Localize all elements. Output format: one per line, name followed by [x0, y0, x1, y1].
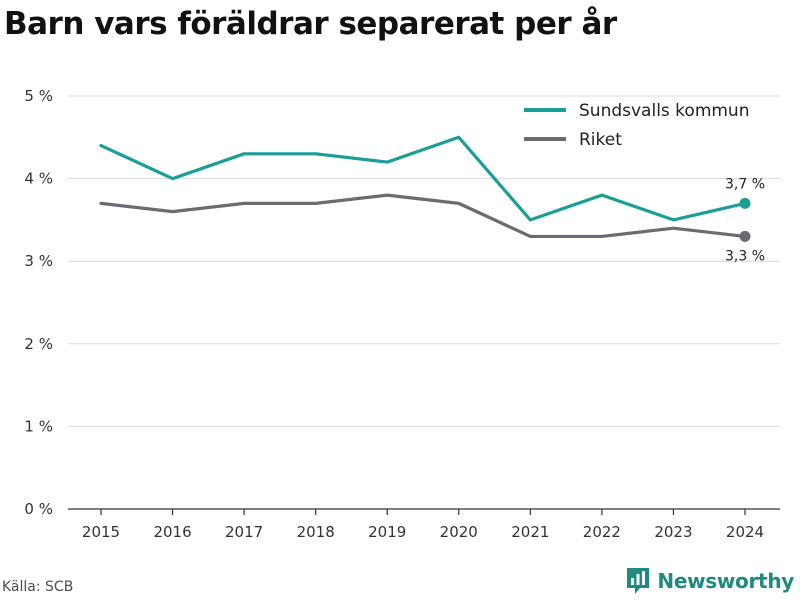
x-tick-label: 2016: [153, 523, 191, 541]
series-end-label-2: 3,3 %: [725, 248, 765, 264]
y-tick-label: 5 %: [24, 87, 53, 105]
x-tick-label: 2022: [583, 523, 621, 541]
x-tick-label: 2018: [297, 523, 335, 541]
y-tick-label: 1 %: [24, 417, 53, 435]
y-tick-label: 2 %: [24, 335, 53, 353]
page-title: Barn vars föräldrar separerat per år: [4, 6, 617, 42]
brand-name: Newsworthy: [657, 569, 794, 593]
x-tick-label: 2023: [654, 523, 692, 541]
x-tick-label: 2020: [440, 523, 478, 541]
y-axis-tick-labels: 0 % 1 % 2 % 3 % 4 % 5 %: [24, 87, 53, 518]
brand-logo: Newsworthy: [625, 566, 794, 596]
series-lines: [99, 135, 751, 242]
series-end-label-1: 3,7 %: [725, 176, 765, 192]
source-note: Källa: SCB: [2, 579, 74, 595]
x-tick-label: 2019: [368, 523, 406, 541]
y-tick-label: 0 %: [24, 500, 53, 518]
series-end-marker-1: [739, 197, 751, 209]
legend: Sundsvalls kommun Riket: [524, 101, 749, 150]
legend-label-2: Riket: [579, 130, 622, 150]
series-line-2: [99, 193, 747, 239]
grid-lines: [68, 95, 780, 427]
x-axis: 2015 2016 2017 2018 2019 2020 2021 2022 2023 2024: [68, 508, 780, 541]
end-labels: 3,7 % 3,3 %: [725, 176, 765, 264]
x-tick-label: 2015: [82, 523, 120, 541]
x-tick-label: 2017: [225, 523, 263, 541]
series-end-marker-2: [739, 230, 751, 242]
x-tick-label: 2021: [511, 523, 549, 541]
y-tick-label: 3 %: [24, 252, 53, 270]
legend-label-1: Sundsvalls kommun: [579, 101, 749, 121]
y-tick-label: 4 %: [24, 170, 53, 188]
series-line-1: [99, 135, 747, 222]
x-tick-label: 2024: [726, 523, 764, 541]
newsworthy-logo-icon: [627, 568, 650, 594]
